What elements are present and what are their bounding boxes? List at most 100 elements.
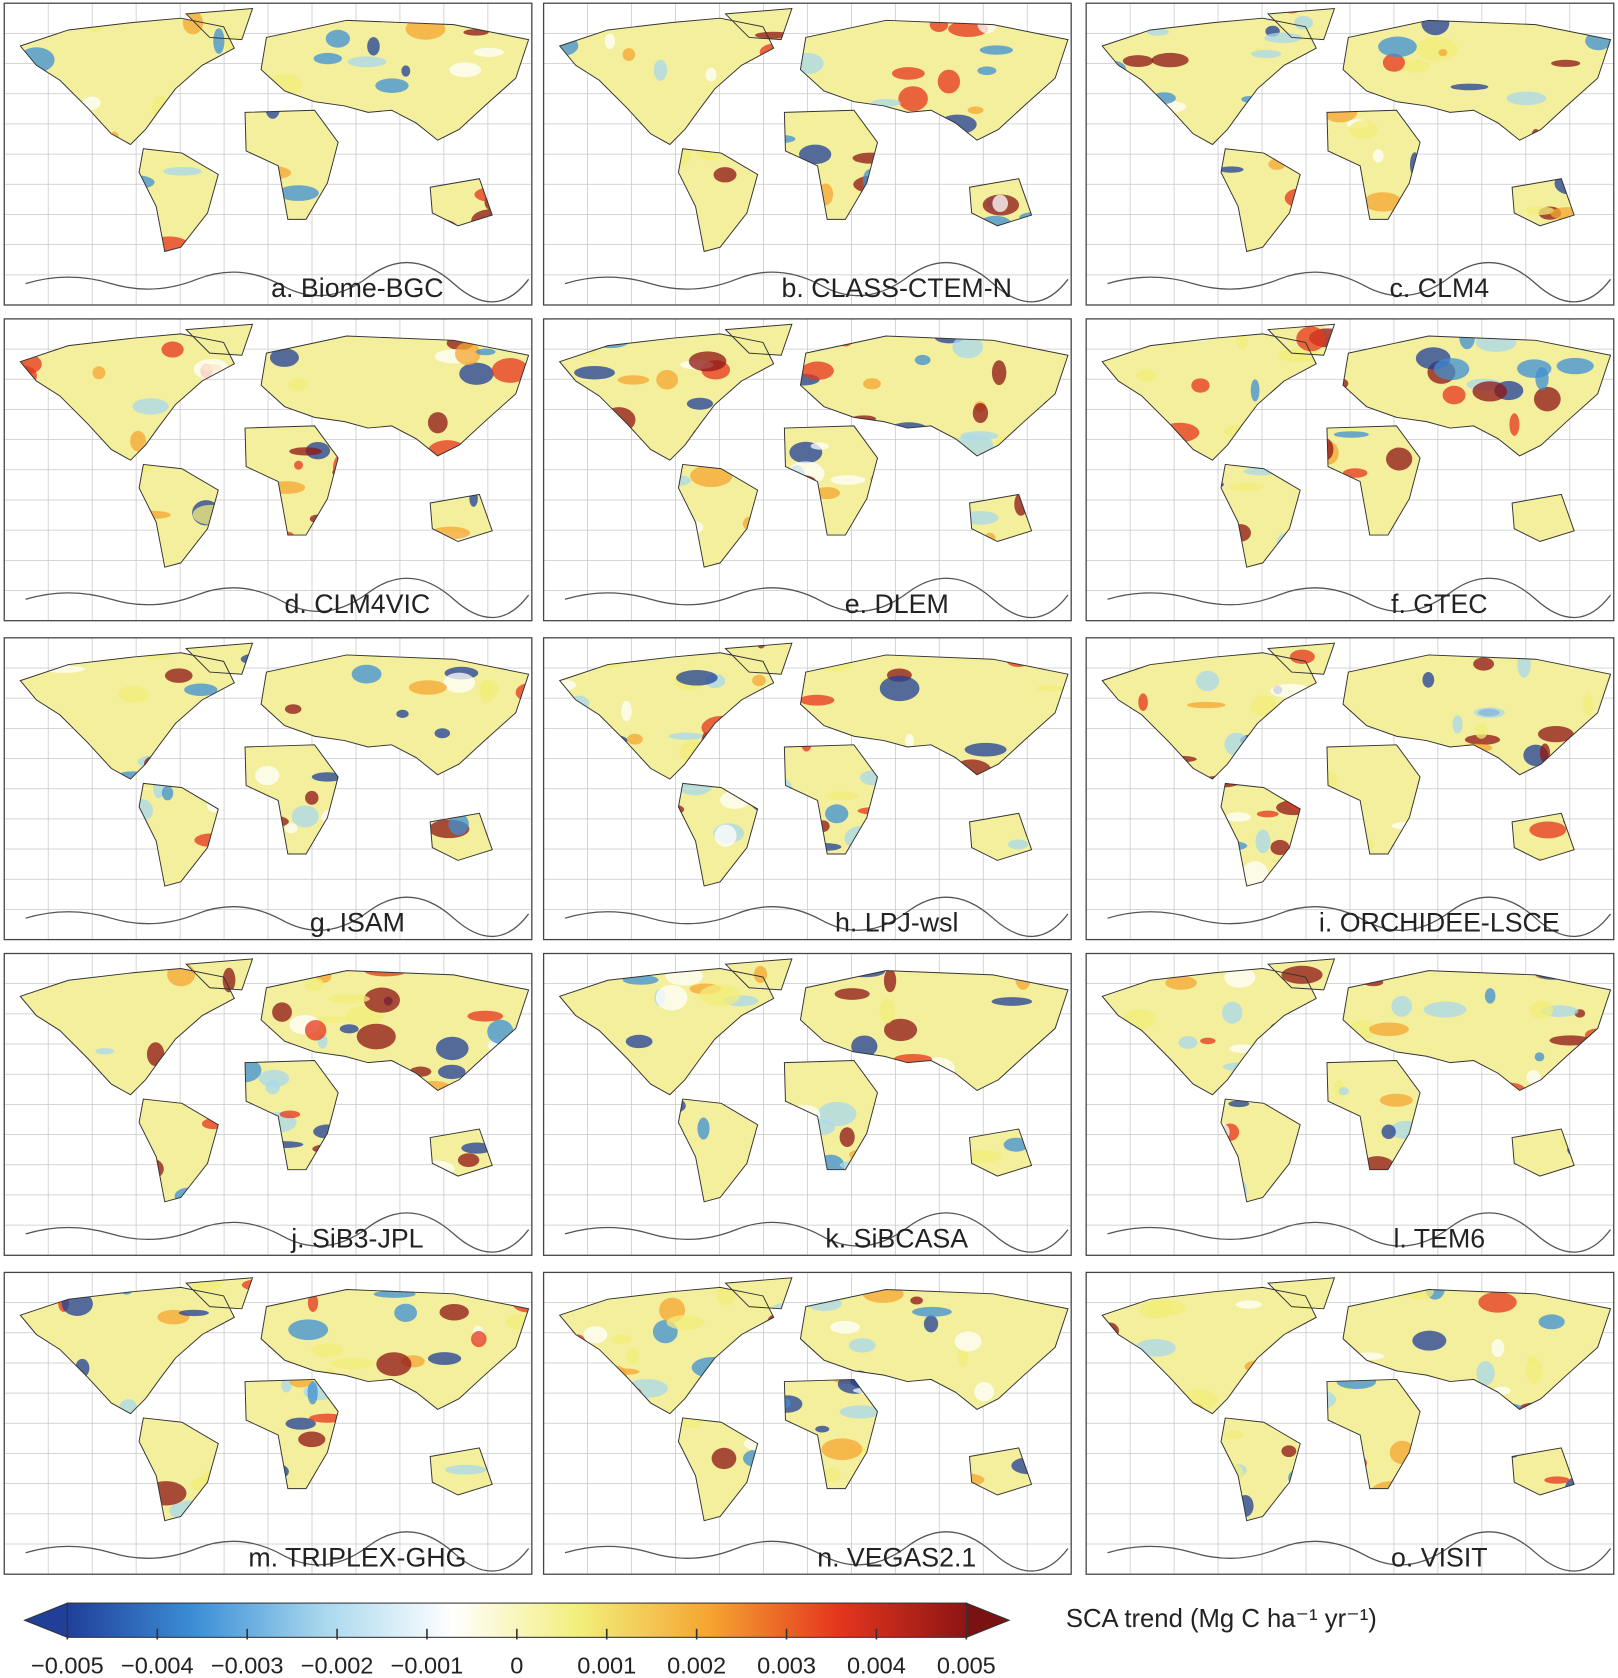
trend-blob [714,824,737,847]
trend-blob [604,33,616,50]
trend-blob [408,680,447,695]
map-panel: f. GTEC [1085,318,1615,622]
panel-grid: a. Biome-BGC b. CLASS-CTEM-N c. CLM4 d. CLM… [3,2,1615,1575]
trend-blob [815,1425,830,1433]
trend-blob [467,1010,504,1022]
panel-label: f. GTEC [1391,589,1488,619]
trend-blob [979,45,1013,55]
trend-blob [1491,1339,1505,1358]
trend-blob [716,1285,735,1306]
trend-blob [356,1023,396,1050]
trend-blob [1135,1339,1176,1357]
trend-blob [1478,1291,1517,1313]
trend-blob [839,1405,882,1419]
trend-blob [1464,734,1501,745]
trend-blob [1473,657,1495,671]
trend-blob [311,772,344,782]
trend-blob [1484,988,1496,1004]
panel-label: h. LPJ-wsl [835,908,958,938]
trend-blob [1527,1355,1537,1365]
trend-blob [1343,468,1368,478]
trend-blob [801,361,834,380]
trend-blob [1378,36,1417,58]
panel-frame [1085,318,1615,622]
trend-blob [972,403,989,424]
trend-blob [1229,482,1265,491]
trend-blob [923,1315,939,1333]
antarctica-coast [564,1531,1069,1572]
antarctica-coast [25,1531,530,1572]
trend-blob [1368,1022,1409,1037]
antarctica-coast [1107,1212,1612,1253]
trend-blob [445,1464,487,1475]
trend-blob [1224,1431,1244,1440]
trend-blob [394,1303,418,1322]
trend-blob [848,1338,876,1353]
trend-blob [1264,32,1302,44]
trend-blob [1151,52,1189,68]
trend-blob [1138,693,1148,711]
trend-blob [863,378,881,390]
antarctica-coast [25,1212,530,1253]
trend-blob [1533,386,1561,412]
trend-blob [1003,1137,1029,1152]
trend-blob [1386,447,1413,471]
antarctica-coast [1107,577,1612,619]
trend-blob [1415,37,1458,61]
trend-blob [289,447,322,456]
panel-label: l. TEM6 [1393,1223,1485,1253]
trend-blob [363,987,401,1013]
trend-blob [325,29,350,48]
panel-label: i. ORCHIDEE-LSCE [1319,908,1560,938]
trend-blob [311,1343,344,1357]
trend-blob [1338,1086,1349,1096]
trend-blob [617,375,650,385]
map-panel: n. VEGAS2.1 [542,1271,1072,1575]
trend-blob [307,1293,319,1312]
panel-label: g. ISAM [310,908,405,938]
trend-blob [705,67,717,82]
trend-blob [1178,1036,1198,1049]
trend-blob [1412,1330,1447,1351]
panel-frame [1085,952,1615,1256]
trend-blob [686,397,714,410]
trend-blob [449,62,482,78]
trend-blob [92,366,106,380]
trend-blob [1250,695,1277,716]
trend-blob [823,1468,841,1482]
trend-blob [991,997,1033,1006]
trend-blob [82,96,101,110]
panel-frame [3,637,533,941]
trend-blob [439,1303,469,1321]
trend-blob [839,1127,855,1148]
trend-blob [269,348,299,367]
trend-blob [1225,812,1251,822]
trend-blob [1256,810,1279,818]
trend-blob [834,988,870,1000]
trend-blob [475,348,496,356]
antarctica-coast [25,577,530,619]
map-panel: l. TEM6 [1085,952,1615,1256]
trend-blob [1524,206,1555,215]
trend-blob [457,1153,480,1168]
map-panel: b. CLASS-CTEM-N [542,2,1072,306]
trend-blob [964,742,1007,757]
trend-blob [992,194,1009,213]
trend-blob [627,733,643,745]
panel-label: o. VISIT [1391,1542,1488,1572]
trend-blob [1538,1314,1565,1330]
trend-blob [331,1357,374,1370]
panel-frame [542,952,1072,1256]
map-panel: i. ORCHIDEE-LSCE [1085,637,1615,941]
trend-blob [437,1064,466,1080]
trend-blob [1442,385,1466,405]
trend-blob [799,144,832,165]
trend-blob [285,823,298,834]
trend-blob [1296,326,1326,352]
trend-blob [1529,821,1567,839]
colorbar: −0.005 −0.004 −0.003 −0.002 −0.001 0 0.001 0.00… [23,1602,1377,1678]
map-panel: e. DLEM [542,318,1072,622]
trend-blob [339,1024,359,1034]
antarctica-coast [564,896,1069,938]
map-panel: g. ISAM [3,637,533,941]
